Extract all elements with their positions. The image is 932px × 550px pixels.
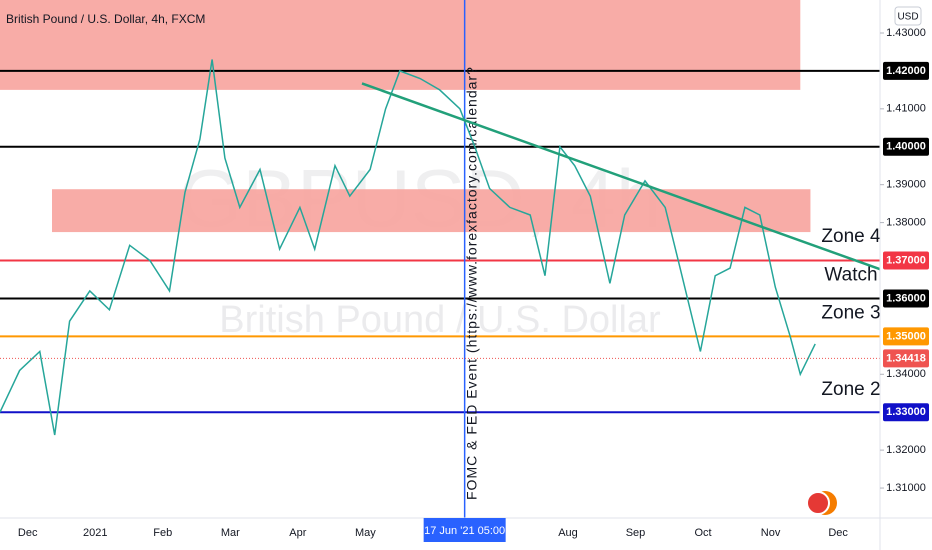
chart-title: British Pound / U.S. Dollar, 4h, FXCM [6,12,205,26]
level-label: 1.33000 [886,406,926,418]
zone-label: Watch [824,264,877,285]
level-label: 1.34418 [886,352,926,364]
logo-front [806,491,830,515]
zone [0,0,801,90]
logo [806,491,837,515]
level-label-box [883,61,929,80]
event-text: FOMC & FED Event (https://www.forexfacto… [463,66,479,500]
trendline [361,82,881,271]
x-tick-label: 2021 [83,527,107,539]
x-tick-label: Oct [694,527,711,539]
y-tick-label: 1.34000 [886,368,926,380]
level-label-box [883,289,929,308]
zone-label: Zone 3 [821,303,880,324]
level-label-box [883,251,929,270]
event-date: 17 Jun '21 05:00 [424,525,505,537]
y-tick-label: 1.38000 [886,217,926,229]
zone-label: Zone 4 [821,226,881,247]
level-label-box [883,327,929,346]
x-tick-label: Dec [828,527,848,539]
level-label: 1.37000 [886,254,926,266]
zone [52,189,811,233]
x-tick-label: May [355,527,376,539]
level-label: 1.35000 [886,330,926,342]
currency: USD [897,12,918,23]
x-tick-label: Nov [761,527,781,539]
x-tick-label: Dec [18,527,38,539]
y-tick-label: 1.32000 [886,444,926,456]
level-label: 1.42000 [886,65,926,77]
level-label: 1.36000 [886,292,926,304]
level-label: 1.40000 [886,141,926,153]
x-tick-label: Feb [153,527,172,539]
x-tick-label: Mar [221,527,240,539]
currency-box [894,6,922,26]
y-tick-label: 1.43000 [886,27,926,39]
level-label-box [883,403,929,422]
level-label-box [883,137,929,156]
zone-label: Zone 2 [821,379,880,400]
y-tick-label: 1.39000 [886,179,926,191]
x-tick-label: Apr [289,527,306,539]
watermark-subtitle: British Pound / U.S. Dollar [219,299,661,341]
level-label-box [883,349,929,368]
event-date-box [423,518,506,542]
price-line [0,59,816,436]
x-tick-label: Aug [558,527,578,539]
x-tick-label: Sep [626,527,646,539]
y-tick-label: 1.31000 [886,482,926,494]
y-tick-label: 1.41000 [886,103,926,115]
